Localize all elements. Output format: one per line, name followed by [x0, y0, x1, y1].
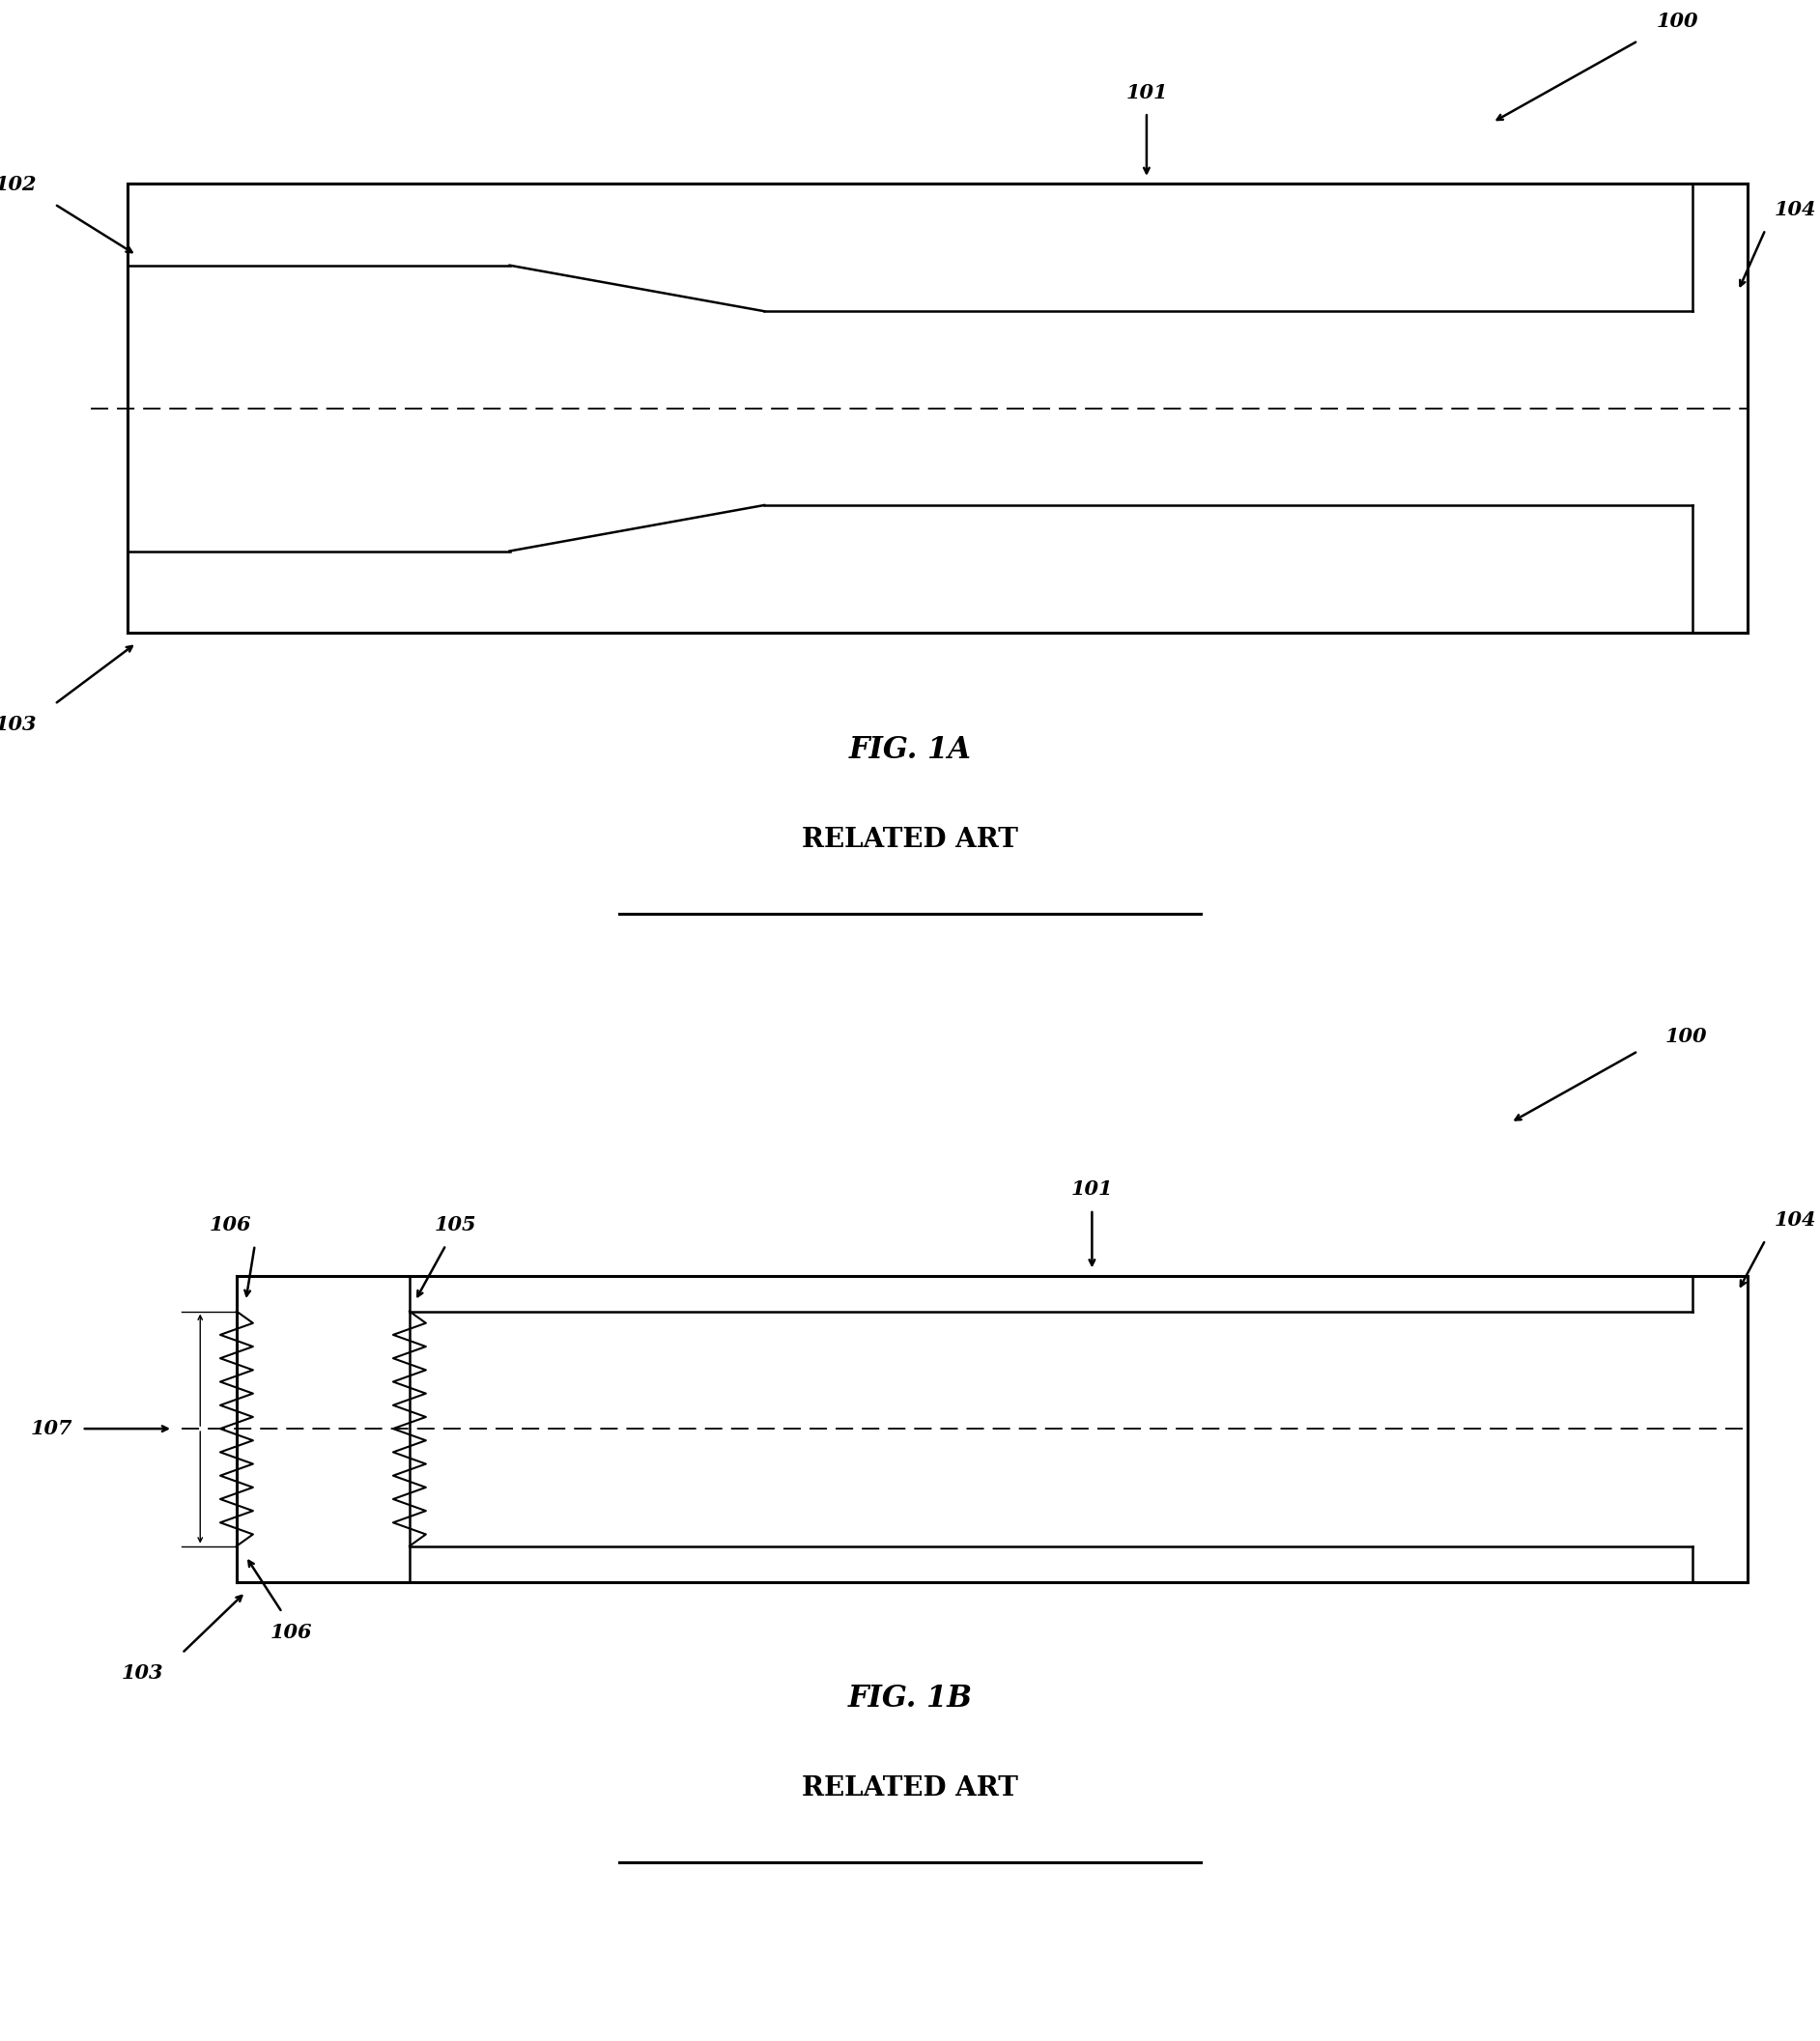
Text: 103: 103 [0, 714, 36, 733]
Text: RELATED ART: RELATED ART [803, 827, 1017, 853]
Polygon shape [1693, 1276, 1747, 1582]
Text: 105: 105 [433, 1216, 477, 1235]
Polygon shape [1693, 184, 1747, 633]
Text: 101: 101 [1070, 1180, 1114, 1200]
Polygon shape [410, 1312, 1693, 1547]
Text: 102: 102 [0, 176, 36, 194]
Text: 104: 104 [1774, 1210, 1816, 1229]
Polygon shape [127, 184, 510, 265]
Polygon shape [764, 506, 1693, 633]
Text: 106: 106 [269, 1623, 313, 1641]
Text: FIG. 1A: FIG. 1A [848, 735, 972, 765]
Text: 106: 106 [209, 1216, 251, 1235]
Polygon shape [410, 1547, 1693, 1582]
Text: FIG. 1B: FIG. 1B [848, 1684, 972, 1714]
Polygon shape [127, 551, 510, 633]
Polygon shape [510, 184, 764, 312]
Text: 100: 100 [1656, 12, 1698, 31]
Polygon shape [764, 184, 1693, 312]
Text: RELATED ART: RELATED ART [803, 1776, 1017, 1802]
Text: 103: 103 [122, 1663, 164, 1682]
Polygon shape [237, 1276, 410, 1312]
Polygon shape [237, 1312, 410, 1547]
Polygon shape [510, 506, 764, 633]
Text: 100: 100 [1665, 1027, 1707, 1047]
Polygon shape [410, 1276, 1693, 1312]
Polygon shape [127, 265, 1693, 551]
Text: 107: 107 [31, 1418, 73, 1439]
Text: 104: 104 [1774, 200, 1816, 220]
Text: 101: 101 [1125, 84, 1168, 102]
Polygon shape [237, 1547, 410, 1582]
